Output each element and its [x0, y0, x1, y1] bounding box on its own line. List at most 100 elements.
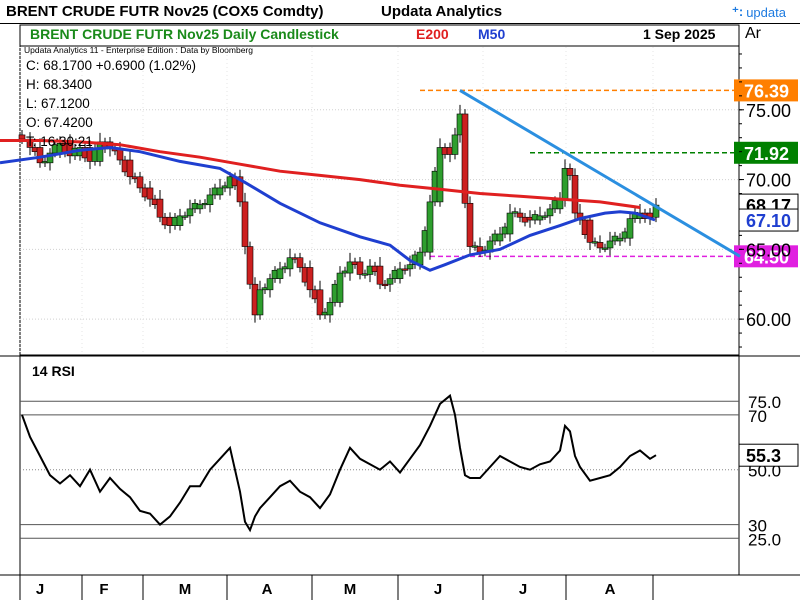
candle-body — [466, 202, 474, 247]
candle-body — [296, 257, 304, 268]
month-label: J — [36, 581, 44, 598]
candle-body — [276, 268, 284, 279]
logo-text: updata — [746, 4, 786, 20]
open-readout: O: 67.4200 — [26, 115, 93, 130]
candle-body — [436, 147, 444, 203]
candle-body — [536, 215, 544, 221]
candle-body — [181, 215, 189, 218]
candle-body — [206, 194, 214, 205]
level-price-label: 64.50 — [744, 247, 789, 267]
high-readout: H: 68.3400 — [26, 77, 93, 92]
instrument-title: BRENT CRUDE FUTR Nov25 (COX5 Comdty) — [6, 3, 324, 20]
candle-body — [156, 198, 164, 218]
candle-body — [586, 219, 594, 243]
month-label: A — [605, 581, 616, 598]
candle-body — [236, 176, 244, 203]
candle-body — [36, 147, 44, 164]
candle-body — [571, 175, 579, 214]
ma-line-e200 — [0, 139, 641, 209]
level-price-tag — [734, 245, 798, 268]
candle-body — [461, 113, 469, 204]
month-label: A — [262, 581, 273, 598]
candle-body — [126, 159, 134, 178]
candle-body — [506, 212, 514, 235]
candle-body — [241, 201, 249, 247]
candle-body — [266, 278, 274, 291]
candle-body — [511, 211, 519, 214]
candle-body — [136, 176, 144, 189]
candle-body — [246, 246, 254, 285]
month-label: M — [344, 581, 357, 598]
candle-body — [451, 134, 459, 155]
rsi-line — [21, 393, 657, 533]
level-price-tag — [734, 141, 798, 164]
axis-tab[interactable]: Ar — [745, 25, 761, 42]
month-label: J — [519, 581, 527, 598]
candle-body — [541, 215, 549, 218]
month-label: M — [179, 581, 192, 598]
candle-body — [496, 233, 504, 242]
price-tick-label: 60.00 — [746, 310, 791, 330]
candle-body — [396, 268, 404, 279]
candle-body — [316, 289, 324, 316]
updata-logo: ⁺: updata — [732, 4, 786, 20]
low-readout: L: 67.1200 — [26, 96, 90, 111]
price-tick-label: 65.00 — [746, 240, 791, 260]
candle-body — [326, 302, 334, 316]
candle-body — [386, 278, 394, 285]
level-price-tag — [734, 79, 798, 102]
price-tag-label: 67.10 — [746, 211, 791, 231]
price-panel-frame — [19, 24, 740, 356]
candle-body — [176, 215, 184, 226]
close-readout: C: 68.1700 +0.6900 (1.02%) — [26, 58, 196, 73]
candle-body — [286, 257, 294, 270]
candle-body — [596, 242, 604, 249]
rsi-title: 14 RSI — [32, 363, 75, 379]
rsi-value-label: 55.3 — [746, 446, 781, 466]
chart-date: 1 Sep 2025 — [643, 26, 716, 42]
price-tick-label: 70.00 — [746, 171, 791, 191]
candle-body — [566, 168, 574, 176]
rsi-tick-label: 30 — [748, 517, 767, 536]
rsi-tick-label: 75.0 — [748, 393, 781, 412]
rsi-value-tag — [738, 443, 799, 467]
m50-legend[interactable]: M50 — [478, 26, 506, 42]
brand-name: Updata Analytics — [381, 3, 503, 20]
candle-body — [356, 261, 364, 275]
candle-body — [606, 240, 614, 249]
title-bar: BRENT CRUDE FUTR Nov25 (COX5 Comdty) Upd… — [0, 0, 800, 24]
edition-note: Updata Analytics 11 - Enterprise Edition… — [24, 45, 253, 55]
candle-body — [546, 208, 554, 217]
logo-icon: ⁺: — [732, 4, 744, 19]
candles — [18, 104, 660, 323]
candle-body — [601, 247, 609, 250]
e200-legend[interactable]: E200 — [416, 26, 449, 42]
candle-body — [626, 218, 634, 239]
gridlines — [19, 47, 739, 354]
candle-body — [306, 267, 314, 291]
candle-body — [406, 264, 414, 270]
time-readout: T: 16:30:21 — [26, 134, 93, 149]
horizontal-levels: 76.39 71.92 64.50 — [420, 79, 798, 268]
month-label: J — [434, 581, 442, 598]
candle-body — [146, 187, 154, 200]
month-label: F — [99, 581, 108, 598]
trendline-group — [459, 89, 741, 258]
candle-body — [346, 261, 354, 274]
candle-body — [216, 187, 224, 196]
downtrend-line[interactable] — [459, 89, 741, 258]
candle-body — [516, 212, 524, 218]
candle-body — [336, 272, 344, 303]
candle-body — [256, 289, 264, 316]
price-tick-label: 75.00 — [746, 101, 791, 121]
candle-body — [401, 268, 409, 271]
rsi-tick-label: 70 — [748, 407, 767, 426]
candle-body — [616, 237, 624, 242]
candle-body — [18, 134, 26, 140]
rsi-tick-label: 25.0 — [748, 530, 781, 549]
